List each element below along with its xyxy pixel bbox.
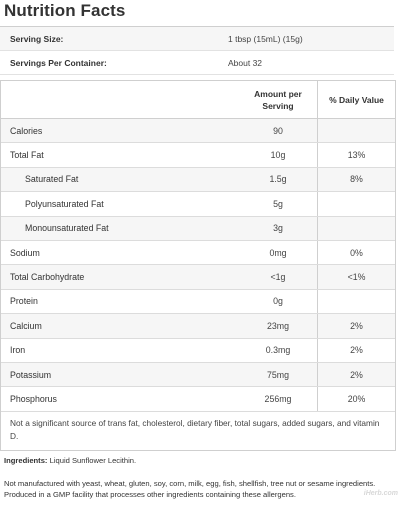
servings-per-container-value: About 32 bbox=[228, 57, 263, 68]
nutrient-daily-value bbox=[317, 119, 395, 143]
nutrient-name: Calories bbox=[10, 125, 43, 136]
nutrient-amount: 3g bbox=[273, 223, 283, 234]
nutrient-name: Total Carbohydrate bbox=[10, 272, 85, 283]
nutrient-daily-value: 2% bbox=[317, 338, 395, 362]
nutrient-daily-value: 2% bbox=[317, 314, 395, 338]
nutrient-row-calcium: Calcium 23mg 2% bbox=[1, 314, 395, 339]
servings-per-container-row: Servings Per Container: About 32 bbox=[0, 51, 394, 75]
nutrient-daily-value: 0% bbox=[317, 240, 395, 265]
ingredients-label: Ingredients: bbox=[4, 456, 48, 465]
nutrient-row-protein: Protein 0g bbox=[1, 289, 395, 315]
nutrient-name: Calcium bbox=[10, 320, 42, 331]
nutrient-name: Polyunsaturated Fat bbox=[25, 198, 104, 209]
ingredients-line: Ingredients: Liquid Sunflower Lecithin. bbox=[4, 456, 136, 465]
nutrient-daily-value bbox=[317, 216, 395, 240]
nutrient-name: Iron bbox=[10, 345, 26, 356]
nutrient-row-saturated-fat: Saturated Fat 1.5g 8% bbox=[1, 167, 395, 193]
nutrient-name: Total Fat bbox=[10, 150, 44, 161]
nutrient-row-iron: Iron 0.3mg 2% bbox=[1, 338, 395, 363]
nutrient-row-calories: Calories 90 bbox=[1, 119, 395, 144]
nutrient-amount: 0mg bbox=[269, 247, 287, 258]
nutrient-row-sodium: Sodium 0mg 0% bbox=[1, 240, 395, 266]
watermark: iHerb.com bbox=[363, 490, 398, 497]
nutrient-name: Saturated Fat bbox=[25, 174, 79, 185]
nutrient-row-polyunsaturated-fat: Polyunsaturated Fat 5g bbox=[1, 192, 395, 217]
nutrient-daily-value: 13% bbox=[317, 143, 395, 167]
nutrient-name: Phosphorus bbox=[10, 393, 57, 404]
serving-info-table: Serving Size: 1 tbsp (15mL) (15g) Servin… bbox=[0, 26, 394, 75]
serving-size-label: Serving Size: bbox=[10, 33, 64, 44]
nutrient-amount: <1g bbox=[270, 272, 286, 283]
ingredients-text: Liquid Sunflower Lecithin. bbox=[49, 456, 137, 465]
footnote-text: Not a significant source of trans fat, c… bbox=[1, 412, 395, 451]
nutrient-amount: 256mg bbox=[264, 393, 292, 404]
nutrient-name: Sodium bbox=[10, 247, 40, 258]
serving-size-row: Serving Size: 1 tbsp (15mL) (15g) bbox=[0, 27, 394, 51]
nutrient-row-monounsaturated-fat: Monounsaturated Fat 3g bbox=[1, 216, 395, 241]
nutrient-daily-value: 2% bbox=[317, 362, 395, 387]
nutrient-amount: 75mg bbox=[266, 369, 289, 380]
serving-size-value: 1 tbsp (15mL) (15g) bbox=[228, 33, 303, 44]
nutrient-daily-value bbox=[317, 289, 395, 314]
header-empty-cell bbox=[1, 81, 239, 118]
nutrient-amount: 90 bbox=[273, 125, 283, 136]
page-title: Nutrition Facts bbox=[4, 1, 126, 20]
nutrient-daily-value: 20% bbox=[317, 387, 395, 411]
nutrient-daily-value bbox=[317, 192, 395, 216]
nutrient-name: Monounsaturated Fat bbox=[25, 223, 109, 234]
nutrition-facts-table: Amount per Serving % Daily Value Calorie… bbox=[0, 80, 396, 451]
nutrient-row-potassium: Potassium 75mg 2% bbox=[1, 362, 395, 388]
nutrient-name: Potassium bbox=[10, 369, 52, 380]
nutrient-daily-value: 8% bbox=[317, 167, 395, 192]
daily-value-header: % Daily Value bbox=[317, 81, 395, 118]
nutrient-name: Protein bbox=[10, 296, 38, 307]
servings-per-container-label: Servings Per Container: bbox=[10, 57, 107, 68]
nutrient-amount: 10g bbox=[270, 150, 286, 161]
nutrient-daily-value: <1% bbox=[317, 265, 395, 289]
nutrient-amount: 23mg bbox=[266, 320, 289, 331]
nutrient-amount: 0.3mg bbox=[265, 345, 291, 356]
amount-per-serving-header: Amount per Serving bbox=[254, 88, 302, 111]
nutrient-amount: 5g bbox=[273, 198, 283, 209]
nutrient-row-total-carbohydrate: Total Carbohydrate <1g <1% bbox=[1, 265, 395, 290]
nutrient-amount: 1.5g bbox=[269, 174, 287, 185]
nutrient-row-phosphorus: Phosphorus 256mg 20% bbox=[1, 387, 395, 412]
allergen-statement: Not manufactured with yeast, wheat, glut… bbox=[4, 479, 376, 499]
nutrient-amount: 0g bbox=[273, 296, 283, 307]
nutrient-row-total-fat: Total Fat 10g 13% bbox=[1, 143, 395, 168]
table-header-row: Amount per Serving % Daily Value bbox=[1, 81, 395, 119]
